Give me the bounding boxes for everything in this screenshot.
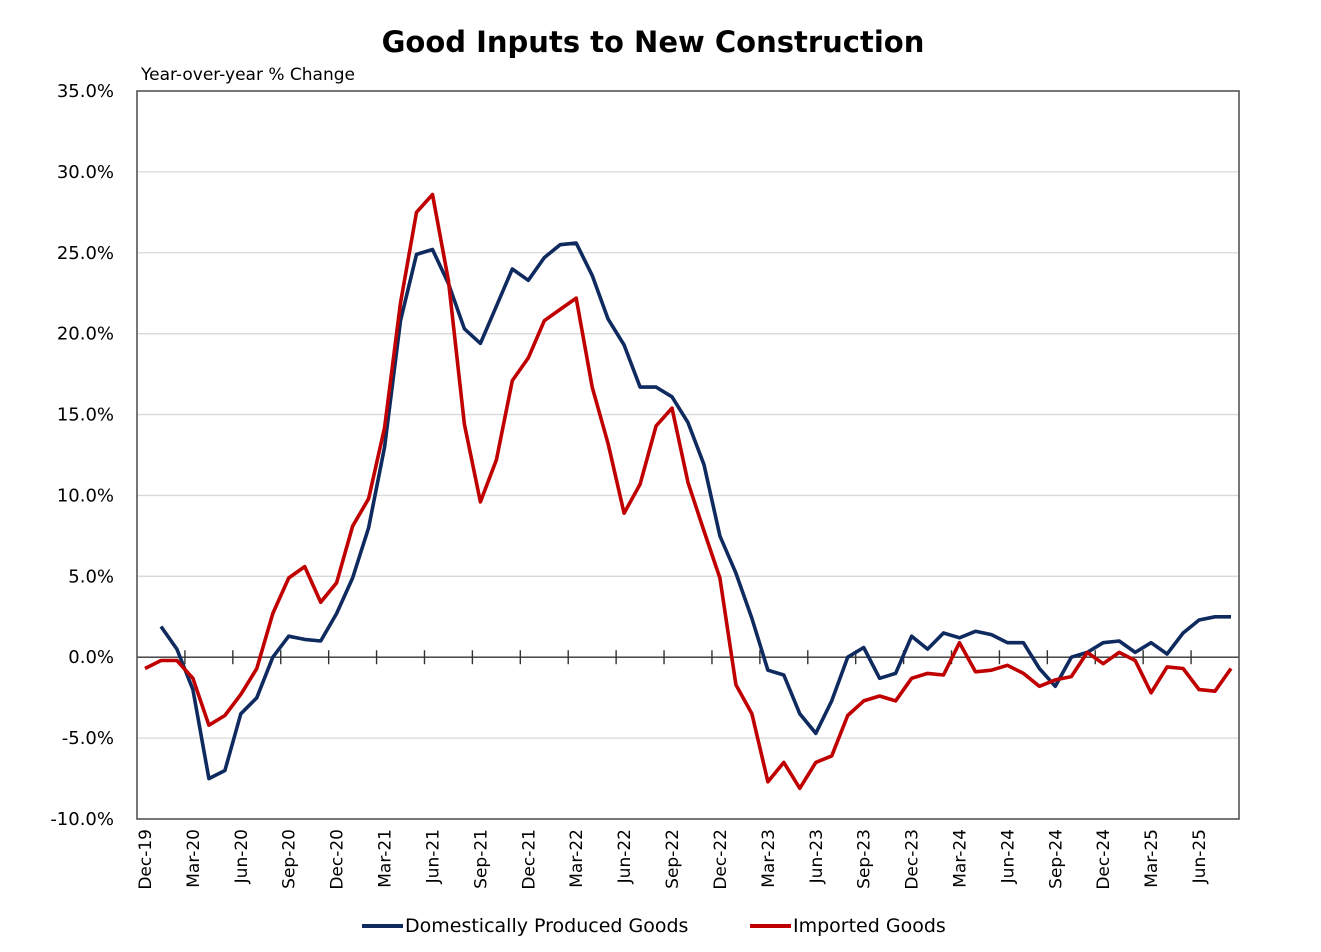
- y-axis-subtitle: Year-over-year % Change: [140, 65, 355, 85]
- y-tick-label: 10.0%: [57, 485, 114, 506]
- y-tick-label: 15.0%: [57, 405, 114, 426]
- x-tick-label: Dec-22: [711, 829, 731, 890]
- x-tick-label: Mar-21: [376, 829, 396, 888]
- x-tick-label: Jun-20: [232, 829, 252, 884]
- y-tick-label: 25.0%: [57, 243, 114, 264]
- x-tick-label: Sep-23: [855, 829, 875, 889]
- x-tick-label: Dec-24: [1094, 829, 1114, 890]
- x-tick-label: Jun-22: [615, 829, 635, 884]
- x-tick-label: Dec-19: [136, 829, 156, 890]
- y-tick-label: 0.0%: [68, 647, 114, 668]
- series-line-domestic: [159, 241, 1231, 781]
- gridlines: [137, 171, 1239, 739]
- x-tick-label: Sep-21: [471, 829, 491, 889]
- x-tick-label: Mar-25: [1142, 829, 1162, 888]
- series-points-imported: [144, 194, 1232, 789]
- x-tick-label: Dec-21: [519, 829, 539, 890]
- y-tick-label: 5.0%: [68, 566, 114, 587]
- x-tick-label: Sep-24: [1046, 829, 1066, 889]
- x-tick-label: Mar-24: [951, 829, 971, 888]
- x-tick-label: Jun-23: [807, 829, 827, 884]
- chart-title: Good Inputs to New Construction: [382, 25, 925, 59]
- y-tick-label: -5.0%: [62, 728, 114, 749]
- y-tick-label: 35.0%: [57, 81, 114, 102]
- series-line-imported: [144, 192, 1233, 791]
- plot-area-frame: [136, 90, 1240, 820]
- x-tick-label: Dec-20: [328, 829, 348, 890]
- x-tick-label: Jun-21: [423, 829, 443, 884]
- y-tick-label: -10.0%: [50, 809, 114, 830]
- legend-item-domestic: Domestically Produced Goods: [362, 915, 688, 937]
- x-tick-label: Jun-24: [998, 829, 1018, 884]
- legend-item-imported: Imported Goods: [750, 915, 946, 937]
- x-tick-label: Sep-20: [280, 829, 300, 889]
- x-tick-label: Sep-22: [663, 829, 683, 889]
- legend: Domestically Produced Goods Imported Goo…: [362, 915, 946, 937]
- y-tick-label: 30.0%: [57, 162, 114, 183]
- y-axis-ticks: 35.0% 30.0% 25.0% 20.0% 15.0% 10.0% 5.0% 0.0% -5…: [50, 81, 114, 830]
- legend-label-domestic: Domestically Produced Goods: [405, 915, 688, 937]
- y-tick-label: 20.0%: [57, 324, 114, 345]
- x-tick-label: Mar-20: [184, 829, 204, 888]
- series-layer: [144, 192, 1233, 791]
- x-tick-label: Dec-23: [903, 829, 923, 890]
- legend-label-imported: Imported Goods: [793, 915, 946, 937]
- x-tick-label: Jun-25: [1190, 829, 1210, 884]
- x-tick-label: Mar-23: [759, 829, 779, 888]
- series-points-domestic: [160, 242, 1232, 779]
- x-tick-label: Mar-22: [567, 829, 587, 888]
- x-axis-ticks: Dec-19 Mar-20 Jun-20 Sep-20 Dec-20 Mar-21 Jun-…: [136, 829, 1210, 890]
